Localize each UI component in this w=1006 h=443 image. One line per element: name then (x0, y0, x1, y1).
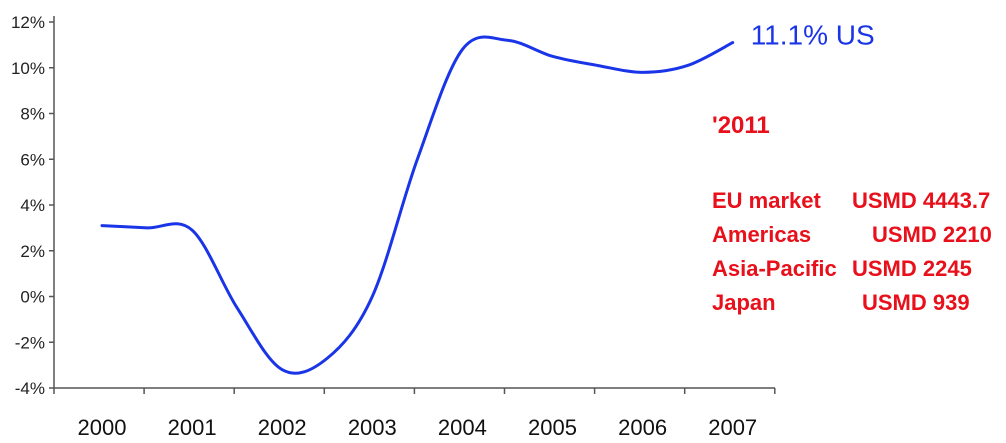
x-tick-label: 2002 (258, 415, 307, 440)
y-axis: 12% 10% 8% 6% 4% 2% 0% -2% -4% (11, 13, 55, 398)
market-row-japan: Japan USMD 939 (712, 290, 1002, 320)
market-value: USMD 4443.7 (852, 188, 991, 213)
x-tick-label: 2006 (618, 415, 667, 440)
y-tick-label: -2% (15, 333, 45, 352)
y-tick-label: 0% (20, 288, 45, 307)
y-tick-label: 4% (20, 196, 45, 215)
x-tick-label: 2000 (78, 415, 127, 440)
series-lines (100, 35, 735, 375)
x-tick-label: 2005 (528, 415, 577, 440)
y-tick-label: 12% (11, 13, 45, 32)
x-axis: 2000 2001 2002 2003 2004 2005 2006 2007 (53, 387, 776, 440)
market-name: Asia-Pacific (712, 256, 837, 281)
market-value: USMD 939 (862, 290, 970, 315)
y-tick-label: -4% (15, 379, 45, 398)
market-name: EU market (712, 188, 821, 213)
x-tick-label: 2003 (348, 415, 397, 440)
y-tick-label: 8% (20, 105, 45, 124)
market-row-asia-pacific: Asia-Pacific USMD 2245 (712, 256, 1002, 286)
x-tick-label: 2001 (168, 415, 217, 440)
market-name: Japan (712, 290, 776, 315)
market-row-eu: EU market USMD 4443.7 (712, 188, 1002, 218)
series-end-label: 11.1% US (751, 20, 875, 51)
year-annotation: '2011 (712, 112, 770, 139)
series-line (100, 35, 735, 375)
market-row-americas: Americas USMD 2210 (712, 222, 1002, 252)
market-value: USMD 2210 (872, 222, 992, 247)
y-tick-label: 6% (20, 150, 45, 169)
y-tick-label: 10% (11, 59, 45, 78)
x-tick-label: 2007 (708, 415, 757, 440)
x-tick-label: 2004 (438, 415, 487, 440)
market-value: USMD 2245 (852, 256, 972, 281)
market-name: Americas (712, 222, 812, 247)
y-tick-label: 2% (20, 242, 45, 261)
